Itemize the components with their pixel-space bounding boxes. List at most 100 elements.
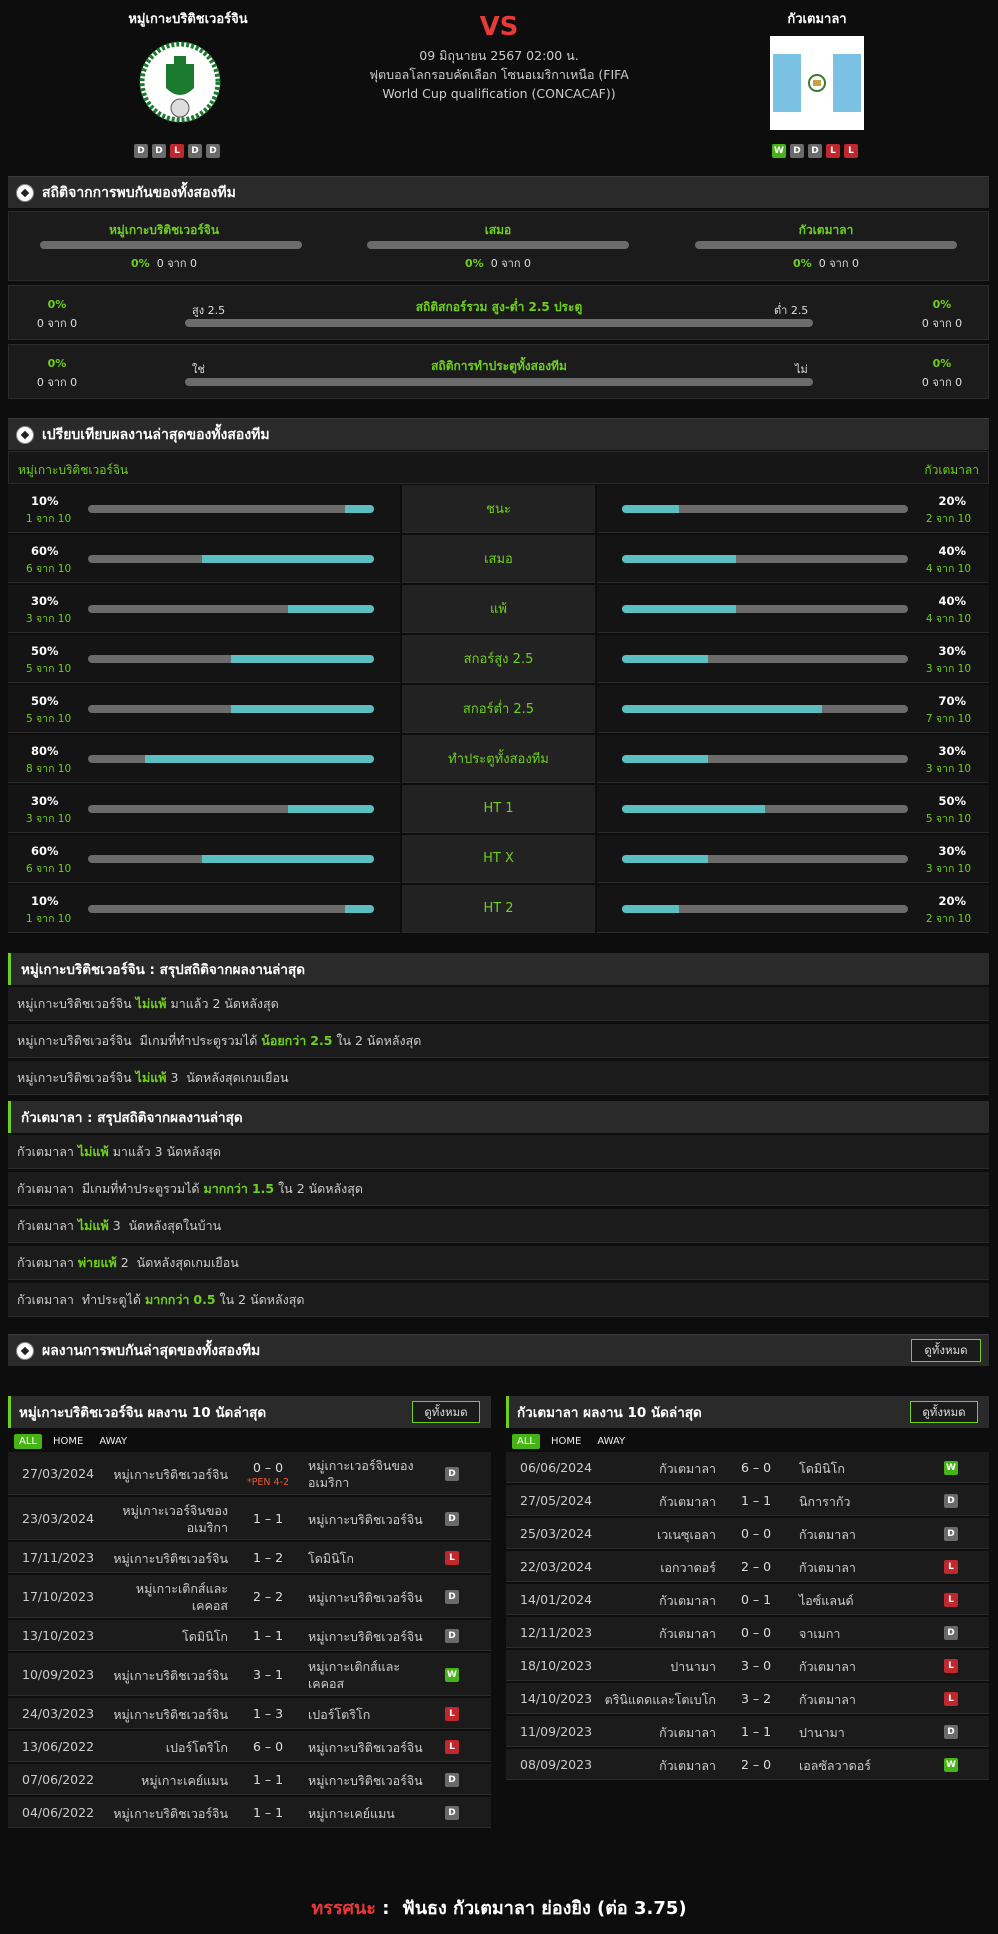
compare-home-count: 3 จาก 10 [26,613,72,625]
summary-row: หมู่เกาะบริติชเวอร์จิน ไม่แพ้ มาแล้ว 2 น… [8,987,989,1021]
match-date: 23/03/2024 [22,1510,95,1526]
compare-home-pct: 50% [31,644,59,658]
compare-away-pct: 20% [938,894,966,908]
h2h-draw-stat: 0% 0 จาก 0 [465,257,531,270]
away-filter-home[interactable]: HOME [550,1436,582,1447]
summary-row: กัวเตมาลา ไม่แพ้ 3 นัดหลังสุดในบ้าน [8,1209,989,1243]
h2h-away-label: กัวเตมาลา [798,223,854,237]
compare-row: 50% 5 จาก 10 สกอร์ต่ำ 2.5 70% 7 จาก 10 [8,685,989,734]
summary-text: 3 นัดหลังสุดเกมเยือน [166,1069,289,1085]
match-row[interactable]: 13/06/2022 เปอร์โตริโก 6 – 0 หมู่เกาะบริติช… [8,1731,491,1762]
compare-row: 10% 1 จาก 10 ชนะ 20% 2 จาก 10 [8,485,989,534]
compare-home-pct: 50% [31,694,59,708]
compare-away-bar-fill [622,705,823,713]
match-row[interactable]: 23/03/2024 หมู่เกาะเวอร์จินของ อเมริกา 1 –… [8,1497,491,1540]
compare-home-pct: 30% [31,794,59,808]
match-row[interactable]: 14/10/2023 ตรินิแดดและโตเบโก 3 – 2 กัวเตมาล… [506,1683,989,1714]
match-result-badge: D [944,1724,958,1739]
compare-away-count: 3 จาก 10 [925,763,971,775]
match-result-badge: L [944,1658,958,1673]
summary-row: กัวเตมาลา ไม่แพ้ มาแล้ว 3 นัดหลังสุด [8,1135,989,1169]
summary-text: 2 นัดหลังสุดเกมเยือน [116,1254,239,1270]
h2h-draw-label: เสมอ [484,223,512,237]
form-result-badge: D [790,144,804,158]
match-row[interactable]: 13/10/2023 โดมินิโก 1 – 1 หมู่เกาะบริติชเวอ… [8,1620,491,1651]
match-row[interactable]: 14/01/2024 กัวเตมาลา 0 – 1 ไอซ์แลนด์ L [506,1584,989,1615]
compare-title-text: เปรียบเทียบผลงานล่าสุดของทั้งสองทีม [42,426,270,443]
compare-row: 60% 6 จาก 10 HT X 30% 3 จาก 10 [8,835,989,884]
match-row[interactable]: 18/10/2023 ปานามา 3 – 0 กัวเตมาลา L [506,1650,989,1681]
summary-text: หมู่เกาะบริติชเวอร์จิน [17,1069,136,1085]
compare-away-cell: 20% 2 จาก 10 [597,485,989,533]
compare-away-bar [622,855,908,863]
recent-title-text: ผลงานการพบกันล่าสุดของทั้งสองทีม [42,1342,261,1359]
away-view-all-button[interactable]: ดูทั้งหมด [910,1401,978,1423]
match-away-team: กัวเตมาลา [799,1526,856,1542]
home-filter-home[interactable]: HOME [52,1436,84,1447]
match-row[interactable]: 27/05/2024 กัวเตมาลา 1 – 1 นิการากัว D [506,1485,989,1516]
h2h-home-stat: 0% 0 จาก 0 [131,257,197,270]
match-result-badge: D [445,1466,459,1481]
home-filter-all[interactable]: ALL [14,1434,42,1449]
match-away-team: เปอร์โตริโก [308,1706,371,1722]
compare-row: 10% 1 จาก 10 HT 2 20% 2 จาก 10 [8,885,989,934]
match-row[interactable]: 10/09/2023 หมู่เกาะบริติชเวอร์จิน 3 – 1 หมู… [8,1653,491,1696]
ou-right-count: 0 จาก 0 [921,317,963,330]
recent-view-all-button[interactable]: ดูทั้งหมด [911,1339,981,1362]
match-row[interactable]: 04/06/2022 หมู่เกาะบริติชเวอร์จิน 1 – 1 หมู… [8,1797,491,1828]
compare-home-bar [88,905,374,913]
compare-away-team: กัวเตมาลา [924,463,979,477]
verdict-separator: : [375,1898,402,1919]
compare-away-count: 4 จาก 10 [925,613,971,625]
compare-away-bar-fill [622,605,737,613]
home-team-name[interactable]: หมู่เกาะบริติชเวอร์จิน [128,12,248,27]
match-home-team: กัวเตมาลา [659,1493,716,1509]
match-row[interactable]: 11/09/2023 กัวเตมาลา 1 – 1 ปานามา D [506,1716,989,1747]
compare-home-bar [88,655,374,663]
match-row[interactable]: 08/09/2023 กัวเตมาลา 2 – 0 เอลซัลวาดอร์ W [506,1749,989,1780]
match-row[interactable]: 06/06/2024 กัวเตมาลา 6 – 0 โดมินิโก W [506,1452,989,1483]
match-home-team: หมู่เกาะบริติชเวอร์จิน [113,1667,228,1683]
match-home-team: หมู่เกาะเวอร์จินของ อเมริกา [122,1502,228,1535]
btts-right-label: ไม่ [795,363,808,376]
match-row[interactable]: 24/03/2023 หมู่เกาะบริติชเวอร์จิน 1 – 3 เปอ… [8,1698,491,1729]
match-result-badge: L [944,1592,958,1607]
summary-text: กัวเตมาลา [17,1143,78,1159]
match-row[interactable]: 12/11/2023 กัวเตมาลา 0 – 0 จาเมกา D [506,1617,989,1648]
compare-home-cell: 30% 3 จาก 10 [8,785,400,833]
match-row[interactable]: 07/06/2022 หมู่เกาะเคย์แมน 1 – 1 หมู่เกาะบร… [8,1764,491,1795]
summary-text: มาแล้ว 3 นัดหลังสุด [108,1143,221,1159]
match-row[interactable]: 22/03/2024 เอกวาดอร์ 2 – 0 กัวเตมาลา L [506,1551,989,1582]
match-date: 04/06/2022 [22,1804,95,1820]
match-away-team: หมู่เกาะเติกส์และ เคคอส [308,1658,401,1691]
compare-away-bar-fill [622,855,708,863]
away-filter-away[interactable]: AWAY [597,1436,626,1447]
compare-home-count: 5 จาก 10 [26,713,72,725]
match-score: 0 – 1 [740,1591,772,1607]
home-view-all-button[interactable]: ดูทั้งหมด [412,1401,480,1423]
compare-home-bar-fill [345,905,374,913]
away-filter-all[interactable]: ALL [512,1434,540,1449]
compare-away-cell: 20% 2 จาก 10 [597,885,989,933]
form-result-badge: D [134,144,148,158]
compare-home-pct: 80% [31,744,59,758]
compare-away-count: 2 จาก 10 [925,913,971,925]
match-date: 07/06/2022 [22,1771,95,1787]
compare-away-bar-fill [622,755,708,763]
match-row[interactable]: 27/03/2024 หมู่เกาะบริติชเวอร์จิน 0 – 0 *PE… [8,1452,491,1495]
match-info: 09 มิถุนายน 2567 02:00 น. ฟุตบอลโลกรอบคั… [340,46,658,103]
ou-left-label: สูง 2.5 [192,304,226,317]
compare-away-count: 3 จาก 10 [925,863,971,875]
home-filter-away[interactable]: AWAY [99,1436,128,1447]
away-team-name[interactable]: กัวเตมาลา [787,12,847,27]
compare-section-title: เปรียบเทียบผลงานล่าสุดของทั้งสองทีม [8,418,989,450]
match-row[interactable]: 25/03/2024 เวเนซุเอลา 0 – 0 กัวเตมาลา D [506,1518,989,1549]
match-row[interactable]: 17/11/2023 หมู่เกาะบริติชเวอร์จิน 1 – 2 โดม… [8,1542,491,1573]
compare-away-cell: 40% 4 จาก 10 [597,535,989,583]
summary-highlight: 1.5 [251,1181,275,1196]
match-away-team: หมู่เกาะบริติชเวอร์จิน [308,1589,423,1605]
ou-left-pct: 0% [47,298,67,311]
summary-highlight: 0.5 [193,1292,216,1307]
match-row[interactable]: 17/10/2023 หมู่เกาะเติกส์และ เคคอส 2 – 2 หม… [8,1575,491,1618]
compare-home-cell: 60% 6 จาก 10 [8,835,400,883]
